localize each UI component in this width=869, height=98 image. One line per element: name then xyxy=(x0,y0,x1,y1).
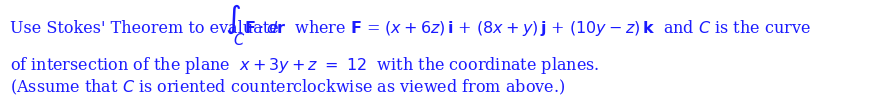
Text: Use Stokes' Theorem to evaluate: Use Stokes' Theorem to evaluate xyxy=(10,20,279,37)
Text: of intersection of the plane  $x + 3y + z\ =\ 12$  with the coordinate planes.: of intersection of the plane $x + 3y + z… xyxy=(10,55,600,76)
Text: $C$: $C$ xyxy=(233,32,245,48)
Text: (Assume that $C$ is oriented counterclockwise as viewed from above.): (Assume that $C$ is oriented countercloc… xyxy=(10,78,565,97)
Text: $\int$: $\int$ xyxy=(224,2,241,36)
Text: $\mathbf{F} \cdot d\mathbf{r}$  where $\mathbf{F}$ = $(x + 6z)\,\mathbf{i}$ + $(: $\mathbf{F} \cdot d\mathbf{r}$ where $\m… xyxy=(244,18,811,38)
